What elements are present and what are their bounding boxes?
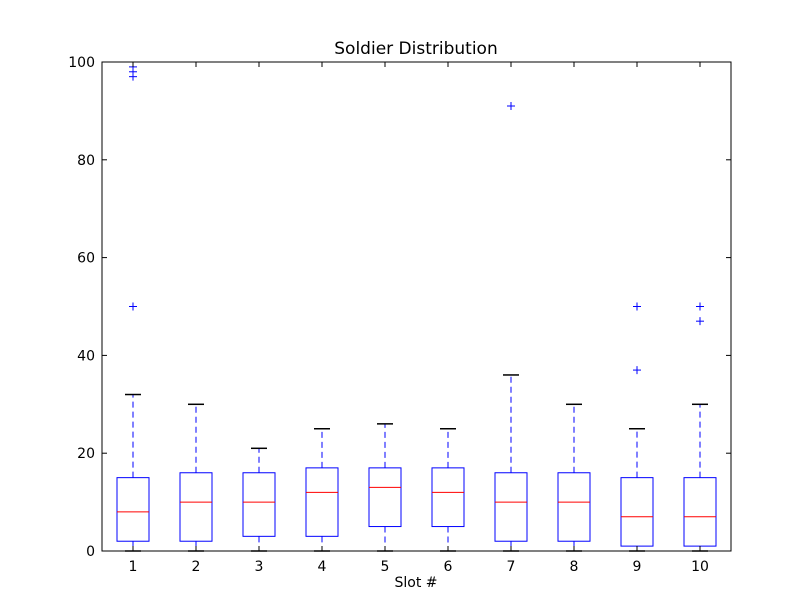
- x-tick-label: 9: [633, 559, 642, 575]
- box-iqr: [494, 472, 528, 542]
- box-iqr: [620, 477, 654, 547]
- box-group-slot-9: [620, 302, 654, 552]
- x-axis-label: Slot #: [394, 575, 437, 591]
- axes-frame: [101, 61, 732, 552]
- box-iqr: [431, 467, 465, 528]
- flier-point: [696, 302, 704, 311]
- box-group-slot-3: [242, 447, 276, 552]
- box-group-slot-7: [494, 102, 528, 552]
- chart-title: Soldier Distribution: [334, 39, 497, 59]
- y-tick-label: 60: [77, 251, 95, 267]
- y-tick-label: 40: [77, 348, 95, 364]
- plot-area: [116, 62, 717, 552]
- box-iqr: [557, 472, 591, 542]
- y-tick-label: 100: [68, 55, 95, 71]
- x-tick-label: 3: [255, 559, 264, 575]
- x-tick-label: 7: [507, 559, 516, 575]
- box-group-slot-6: [431, 428, 465, 552]
- box-iqr: [683, 477, 717, 547]
- x-tick-label: 6: [444, 559, 453, 575]
- flier-point: [507, 102, 515, 111]
- box-group-slot-8: [557, 403, 591, 552]
- x-tick-label: 10: [691, 559, 709, 575]
- y-tick-label: 20: [77, 446, 95, 462]
- x-tick-label: 5: [381, 559, 390, 575]
- box-iqr: [368, 467, 402, 528]
- box-group-slot-2: [179, 403, 213, 552]
- box-group-slot-1: [116, 62, 150, 552]
- x-tick-label: 1: [129, 559, 138, 575]
- box-iqr: [242, 472, 276, 537]
- flier-point: [633, 302, 641, 311]
- box-group-slot-5: [368, 423, 402, 552]
- flier-point: [633, 366, 641, 375]
- x-tick-label: 4: [318, 559, 327, 575]
- x-tick-label: 8: [570, 559, 579, 575]
- box-iqr: [305, 467, 339, 537]
- flier-point: [129, 302, 137, 311]
- box-iqr: [179, 472, 213, 542]
- y-tick-label: 0: [86, 544, 95, 560]
- flier-point: [696, 317, 704, 326]
- y-tick-label: 80: [77, 153, 95, 169]
- box-group-slot-4: [305, 428, 339, 552]
- x-tick-label: 2: [192, 559, 201, 575]
- box-iqr: [116, 477, 150, 542]
- box-group-slot-10: [683, 302, 717, 552]
